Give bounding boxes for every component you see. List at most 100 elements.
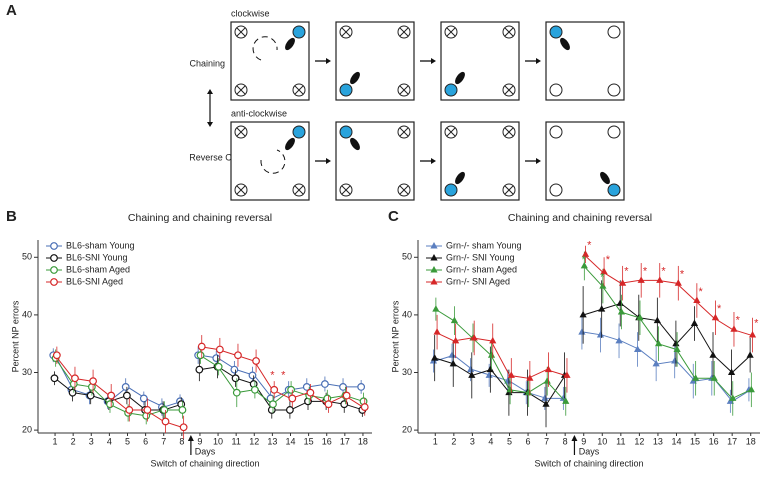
x-axis-label: Days xyxy=(579,446,600,456)
marker xyxy=(507,371,515,378)
marker xyxy=(672,339,680,347)
y-tick-label: 50 xyxy=(402,252,412,262)
marker xyxy=(125,406,134,414)
cross xyxy=(446,27,456,37)
marker xyxy=(340,400,349,409)
x-tick-label: 18 xyxy=(746,436,756,446)
x-tick-label: 4 xyxy=(107,436,112,446)
marker xyxy=(250,385,259,394)
marker xyxy=(287,385,296,394)
significance: * xyxy=(698,286,703,298)
legend-label: Grn-/- sham Young xyxy=(446,240,522,250)
row-label: Chaining xyxy=(189,58,225,68)
significance: * xyxy=(661,266,666,278)
y-axis-label: Percent NP errors xyxy=(390,300,400,372)
marker xyxy=(252,357,260,365)
marker xyxy=(671,356,679,364)
series-line xyxy=(435,357,566,405)
panel-label: C xyxy=(388,208,399,225)
x-tick-label: 14 xyxy=(671,436,681,446)
x-tick-label: 15 xyxy=(304,436,314,446)
x-tick-label: 8 xyxy=(563,436,568,446)
marker xyxy=(579,310,587,318)
marker xyxy=(433,328,441,335)
marker xyxy=(448,351,456,358)
marker xyxy=(232,388,241,397)
cross xyxy=(236,185,246,195)
x-tick-label: 14 xyxy=(285,436,295,446)
marker xyxy=(139,394,148,403)
marker xyxy=(637,276,645,283)
marker xyxy=(542,400,550,407)
marker xyxy=(197,342,206,351)
significance: * xyxy=(736,315,741,327)
legend-marker xyxy=(50,242,58,250)
marker xyxy=(710,374,718,381)
y-tick-label: 30 xyxy=(22,367,32,377)
x-tick-label: 11 xyxy=(231,436,240,446)
marker xyxy=(321,380,329,388)
marker xyxy=(143,406,152,414)
x-axis-label: Days xyxy=(195,446,216,456)
y-tick-label: 40 xyxy=(402,309,412,319)
significance: * xyxy=(643,266,648,278)
marker xyxy=(562,397,570,404)
direction-label: clockwise xyxy=(231,8,270,18)
cross xyxy=(399,85,409,95)
x-tick-label: 2 xyxy=(451,436,456,446)
marker xyxy=(615,336,623,344)
nose-poke xyxy=(339,83,353,97)
arrow-head xyxy=(326,58,331,64)
significance: * xyxy=(270,369,275,381)
nose-poke xyxy=(607,83,621,97)
x-tick-label: 5 xyxy=(507,436,512,446)
series-line xyxy=(199,366,364,411)
nose-poke xyxy=(444,183,458,197)
significance: * xyxy=(680,268,685,280)
significance: * xyxy=(281,369,286,381)
legend-label: BL6-SNI Aged xyxy=(66,276,123,286)
marker xyxy=(195,365,204,374)
marker xyxy=(107,391,116,400)
marker xyxy=(431,354,439,361)
mouse xyxy=(455,171,465,185)
marker xyxy=(468,371,476,378)
arrow-head xyxy=(326,158,331,164)
marker xyxy=(616,299,624,306)
x-tick-label: 16 xyxy=(322,436,332,446)
x-tick-label: 7 xyxy=(544,436,549,446)
marker xyxy=(693,296,701,303)
marker xyxy=(598,305,606,312)
mouse xyxy=(560,37,570,51)
marker xyxy=(122,391,131,400)
x-tick-label: 16 xyxy=(709,436,719,446)
y-tick-label: 50 xyxy=(22,252,32,262)
marker xyxy=(504,377,512,384)
significance: * xyxy=(754,317,759,329)
marker xyxy=(525,388,533,396)
axis-note: Switch of chaining direction xyxy=(534,458,643,468)
marker xyxy=(673,345,681,352)
y-tick-label: 20 xyxy=(22,424,32,434)
nose-poke xyxy=(607,183,621,197)
marker xyxy=(544,365,553,373)
arrow-head xyxy=(431,58,436,64)
legend-marker xyxy=(50,266,58,274)
cross xyxy=(294,185,304,195)
arrow-head xyxy=(536,158,541,164)
chart-title: Chaining and chaining reversal xyxy=(508,212,652,224)
axis-note: Switch of chaining direction xyxy=(150,458,259,468)
cross xyxy=(236,27,246,37)
panel-label: A xyxy=(6,2,17,19)
marker xyxy=(654,339,663,347)
x-tick-label: 5 xyxy=(125,436,130,446)
marker xyxy=(652,359,660,367)
x-tick-label: 17 xyxy=(340,436,350,446)
cross xyxy=(446,127,456,137)
mouse xyxy=(285,37,295,51)
marker xyxy=(653,316,661,324)
x-tick-label: 15 xyxy=(690,436,700,446)
cross xyxy=(341,27,351,37)
y-tick-label: 20 xyxy=(402,424,412,434)
row-label: Reverse Chaining xyxy=(189,152,261,162)
